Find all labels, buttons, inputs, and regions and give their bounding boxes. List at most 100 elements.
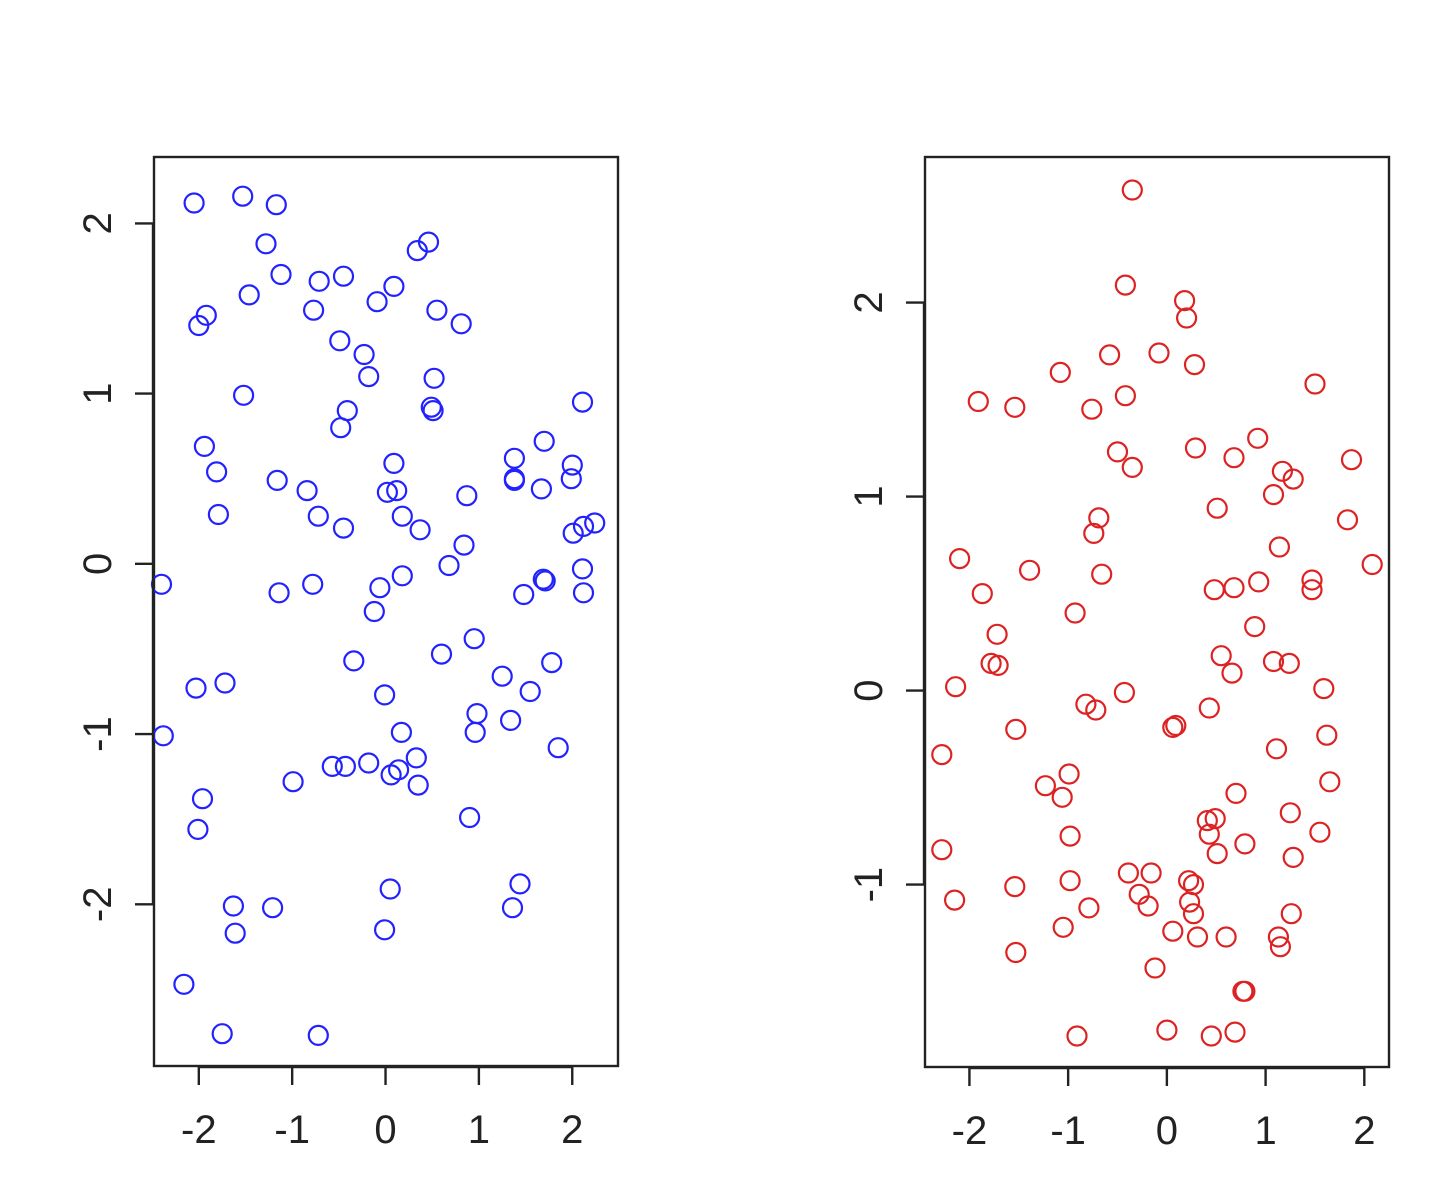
data-point bbox=[530, 478, 553, 500]
data-point bbox=[334, 755, 356, 778]
data-point bbox=[1313, 677, 1335, 700]
data-point bbox=[1309, 821, 1331, 843]
data-point bbox=[1083, 522, 1105, 545]
data-point bbox=[422, 400, 444, 422]
data-point bbox=[222, 895, 244, 917]
data-point bbox=[1262, 650, 1285, 673]
y-tick-label: 0 bbox=[847, 679, 891, 701]
data-point bbox=[1206, 842, 1228, 865]
data-point bbox=[1173, 290, 1196, 312]
data-point bbox=[1215, 926, 1237, 948]
data-point bbox=[1162, 920, 1184, 942]
data-point bbox=[1058, 763, 1080, 785]
data-point bbox=[374, 919, 396, 941]
data-point bbox=[1223, 447, 1245, 469]
data-point bbox=[330, 417, 352, 439]
data-point bbox=[391, 565, 413, 587]
data-point bbox=[1165, 714, 1187, 737]
data-point bbox=[450, 313, 472, 335]
data-point bbox=[206, 461, 228, 483]
data-point bbox=[1052, 916, 1074, 938]
data-point bbox=[353, 343, 375, 366]
x-tick-label: 2 bbox=[561, 1108, 583, 1152]
data-point bbox=[534, 570, 556, 592]
y-tick-label: 2 bbox=[847, 291, 891, 313]
data-point bbox=[1085, 699, 1107, 721]
data-point bbox=[358, 366, 380, 388]
data-point bbox=[1304, 373, 1326, 395]
data-point bbox=[1316, 724, 1338, 746]
data-point bbox=[187, 818, 209, 841]
data-point bbox=[547, 737, 569, 759]
data-point bbox=[1177, 870, 1200, 892]
data-point bbox=[1210, 645, 1232, 667]
data-point bbox=[503, 469, 526, 491]
x-tick-label: 0 bbox=[374, 1108, 396, 1152]
data-point bbox=[406, 240, 428, 262]
data-point bbox=[191, 788, 214, 810]
data-point bbox=[944, 676, 967, 698]
x-tick-label: 0 bbox=[1156, 1109, 1178, 1153]
data-point bbox=[308, 270, 330, 292]
data-point bbox=[409, 519, 431, 541]
data-point bbox=[1196, 809, 1218, 832]
data-point bbox=[466, 702, 488, 725]
data-point bbox=[1121, 456, 1143, 478]
axes-group: -2 -1 0 1 2 -2 -1 0 1 2 bbox=[76, 212, 583, 1152]
data-point bbox=[262, 897, 284, 919]
data-point bbox=[173, 973, 195, 995]
data-point bbox=[152, 725, 174, 747]
data-point bbox=[1267, 926, 1290, 948]
data-point bbox=[195, 304, 217, 326]
data-point bbox=[265, 194, 287, 216]
data-point bbox=[343, 650, 365, 672]
data-point bbox=[560, 468, 582, 490]
data-point bbox=[207, 503, 229, 526]
data-point bbox=[380, 764, 402, 786]
data-point bbox=[1137, 895, 1159, 917]
data-point bbox=[329, 330, 351, 352]
data-point bbox=[1140, 862, 1162, 884]
data-point bbox=[270, 263, 292, 286]
data-point bbox=[332, 517, 355, 539]
data-point bbox=[183, 192, 205, 214]
data-point bbox=[561, 454, 583, 476]
data-point bbox=[233, 384, 255, 406]
data-point bbox=[1301, 579, 1323, 601]
data-point bbox=[185, 677, 207, 699]
y-tick-label: -2 bbox=[76, 886, 120, 922]
data-point bbox=[1336, 509, 1359, 531]
y-tick-label: 1 bbox=[76, 382, 120, 404]
data-point bbox=[1223, 577, 1245, 599]
data-point bbox=[1340, 449, 1363, 471]
data-point bbox=[1301, 569, 1323, 591]
data-point bbox=[1244, 615, 1266, 638]
data-point bbox=[948, 547, 971, 570]
data-point bbox=[386, 480, 408, 502]
data-point bbox=[430, 643, 453, 665]
data-point bbox=[463, 628, 485, 650]
y-tick-label: -1 bbox=[76, 716, 120, 752]
data-point bbox=[513, 583, 535, 606]
data-point bbox=[1198, 697, 1220, 719]
data-point bbox=[358, 752, 380, 774]
data-point bbox=[1200, 1025, 1222, 1047]
data-point bbox=[1078, 897, 1100, 919]
data-point bbox=[503, 447, 526, 469]
data-point bbox=[405, 747, 427, 769]
axes-group: -2 -1 0 1 2 -1 0 1 2 bbox=[847, 291, 1375, 1153]
data-point bbox=[1282, 468, 1304, 490]
data-point bbox=[986, 623, 1008, 645]
data-point bbox=[302, 573, 324, 595]
data-point bbox=[1268, 536, 1291, 558]
data-point bbox=[1114, 385, 1137, 407]
data-point bbox=[255, 233, 277, 255]
data-point bbox=[987, 654, 1009, 677]
data-point bbox=[1247, 427, 1269, 449]
data-point bbox=[1051, 786, 1073, 808]
data-point bbox=[307, 1024, 329, 1047]
data-point bbox=[1175, 307, 1198, 329]
data-point bbox=[374, 684, 396, 706]
data-point bbox=[296, 480, 318, 502]
